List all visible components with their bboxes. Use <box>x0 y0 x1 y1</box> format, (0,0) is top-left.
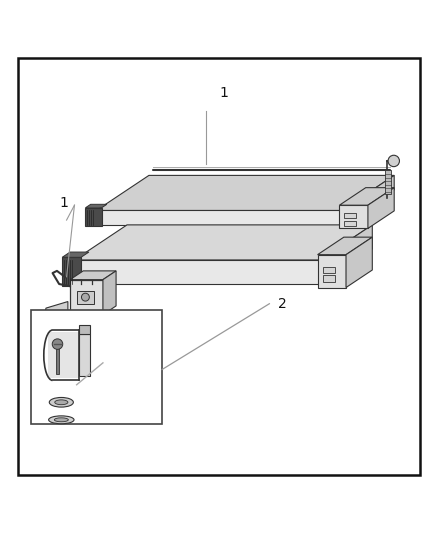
Polygon shape <box>339 188 394 205</box>
Polygon shape <box>66 317 120 324</box>
Polygon shape <box>66 314 110 324</box>
Polygon shape <box>344 213 356 219</box>
Ellipse shape <box>55 400 68 405</box>
Polygon shape <box>323 266 335 273</box>
Ellipse shape <box>54 418 68 422</box>
Polygon shape <box>94 330 103 336</box>
Polygon shape <box>96 211 342 225</box>
Polygon shape <box>62 257 81 286</box>
Ellipse shape <box>49 398 74 407</box>
Polygon shape <box>70 271 116 280</box>
Bar <box>31 310 162 424</box>
Polygon shape <box>344 221 356 226</box>
Polygon shape <box>342 175 394 225</box>
Polygon shape <box>62 252 89 257</box>
Polygon shape <box>385 169 391 194</box>
Polygon shape <box>103 271 116 314</box>
Polygon shape <box>318 255 346 287</box>
Polygon shape <box>79 325 90 334</box>
Polygon shape <box>70 280 103 314</box>
Polygon shape <box>85 204 107 208</box>
Text: 2: 2 <box>278 297 287 311</box>
Polygon shape <box>318 237 372 255</box>
Circle shape <box>388 155 399 167</box>
Polygon shape <box>320 225 372 284</box>
Polygon shape <box>74 330 82 336</box>
Polygon shape <box>85 208 102 226</box>
Circle shape <box>52 339 63 349</box>
Circle shape <box>81 293 89 301</box>
Text: 1: 1 <box>59 196 68 210</box>
Polygon shape <box>79 334 90 376</box>
Polygon shape <box>48 332 79 378</box>
Polygon shape <box>339 205 368 229</box>
Polygon shape <box>77 290 94 304</box>
Polygon shape <box>74 225 372 260</box>
Ellipse shape <box>49 416 74 424</box>
Polygon shape <box>323 275 335 282</box>
Polygon shape <box>72 322 101 332</box>
Bar <box>56 341 59 374</box>
Polygon shape <box>368 188 394 229</box>
Polygon shape <box>346 237 372 287</box>
Text: 1: 1 <box>219 86 228 101</box>
Polygon shape <box>44 302 68 317</box>
Polygon shape <box>96 175 394 211</box>
Polygon shape <box>74 260 320 284</box>
